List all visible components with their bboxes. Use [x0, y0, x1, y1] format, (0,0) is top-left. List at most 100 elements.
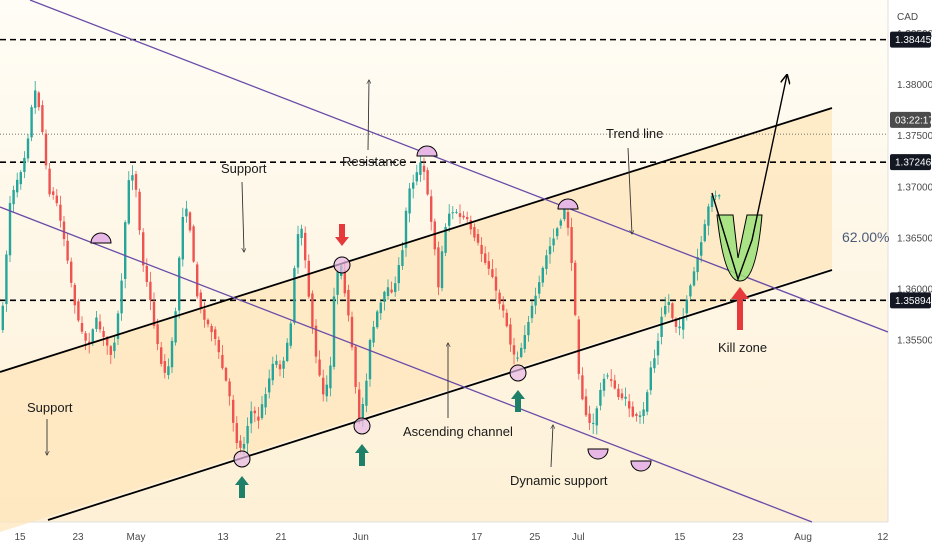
candle	[599, 382, 602, 411]
candle	[23, 151, 26, 179]
candle	[196, 261, 199, 299]
candle	[142, 228, 145, 272]
x-tick-label-3: May	[127, 532, 146, 543]
candle	[664, 296, 667, 317]
candle	[703, 219, 706, 243]
candle	[505, 309, 508, 328]
candle	[487, 252, 490, 276]
x-tick-label-2: 23	[72, 532, 84, 543]
svg-text:1.35894: 1.35894	[895, 296, 932, 307]
label-ascending-channel: Ascending channel	[403, 424, 513, 439]
candle	[689, 283, 692, 301]
touch-arc-3	[557, 198, 579, 210]
candle	[556, 226, 559, 240]
candle	[397, 257, 400, 291]
candle	[221, 345, 224, 370]
candle	[59, 195, 62, 228]
green-arrow-1	[235, 476, 249, 498]
touch-arc-4	[587, 448, 609, 460]
x-tick-label-7: 17	[471, 532, 483, 543]
candle	[124, 220, 127, 289]
label-trend-line: Trend line	[606, 126, 663, 141]
candles	[1, 81, 721, 456]
candle	[559, 218, 562, 229]
candle	[250, 401, 253, 434]
candle	[649, 361, 652, 395]
candle	[160, 341, 163, 367]
candle	[653, 349, 656, 373]
x-tick-label-8: 25	[529, 532, 541, 543]
candle	[552, 228, 555, 253]
touch-arc-2	[416, 145, 438, 157]
candle	[156, 318, 159, 351]
green-arrows	[235, 390, 525, 498]
candle	[185, 200, 188, 223]
candle	[131, 165, 134, 191]
candle	[541, 266, 544, 287]
candle	[480, 237, 483, 263]
candle	[419, 153, 422, 182]
candle	[592, 413, 595, 435]
candle	[714, 190, 717, 201]
x-tick-label-6: Jun	[353, 532, 369, 543]
candle	[401, 241, 404, 270]
candle	[84, 330, 87, 350]
price-axis-background	[888, 0, 932, 550]
y-tick-label-5: 1.37500	[897, 131, 932, 142]
candle	[710, 193, 714, 212]
candle	[210, 323, 213, 342]
green-arrow-3	[511, 390, 525, 412]
candle	[286, 338, 289, 363]
candle	[1, 302, 5, 333]
price-tag-1: 1.38445	[890, 31, 932, 48]
candle	[271, 356, 274, 386]
candle	[433, 218, 436, 256]
y-tick-label-6: 1.38000	[897, 80, 932, 91]
candle	[656, 333, 660, 365]
candle	[224, 366, 228, 382]
candle	[134, 170, 138, 198]
green-arrow-2	[355, 444, 369, 466]
candle	[437, 241, 440, 296]
candle	[192, 224, 195, 263]
candle	[469, 215, 472, 235]
candle	[253, 406, 256, 423]
candle	[570, 217, 573, 271]
candle	[430, 189, 433, 231]
candle	[289, 320, 292, 349]
candle	[127, 171, 130, 225]
candle	[278, 360, 282, 377]
candle	[322, 369, 325, 402]
red-up-arrow	[731, 287, 749, 330]
label-fib-percent: 62.00%	[842, 229, 889, 245]
candle	[581, 367, 584, 401]
candle	[354, 344, 357, 394]
x-tick-label-1: 15	[14, 532, 26, 543]
touch-circle-1	[233, 450, 251, 468]
x-tick-label-10: 15	[674, 532, 686, 543]
candle	[422, 157, 426, 181]
candle	[624, 387, 627, 407]
candle	[595, 405, 598, 435]
candle	[188, 211, 192, 233]
candle	[336, 269, 339, 305]
candle	[73, 282, 76, 314]
candle	[239, 435, 242, 454]
touch-circle-3	[353, 417, 371, 435]
candle	[246, 417, 249, 454]
candle	[516, 351, 519, 362]
time-axis-background	[0, 522, 888, 550]
candle	[181, 207, 184, 267]
candle	[66, 233, 69, 264]
svg-text:1.38445: 1.38445	[895, 35, 932, 46]
candle	[113, 336, 116, 359]
x-tick-label-5: 21	[275, 532, 287, 543]
candle	[390, 281, 393, 294]
currency-label: CAD	[897, 12, 918, 23]
price-tags: 1.38445 1.37246 1.35894 03:22:17	[890, 31, 932, 309]
candle	[466, 211, 469, 224]
x-axis-ticks: 15 23 May 13 21 Jun 17 25 Jul 15 23 Aug 12	[14, 532, 888, 543]
candle	[41, 100, 44, 135]
candle	[311, 290, 314, 334]
candle	[415, 164, 418, 186]
